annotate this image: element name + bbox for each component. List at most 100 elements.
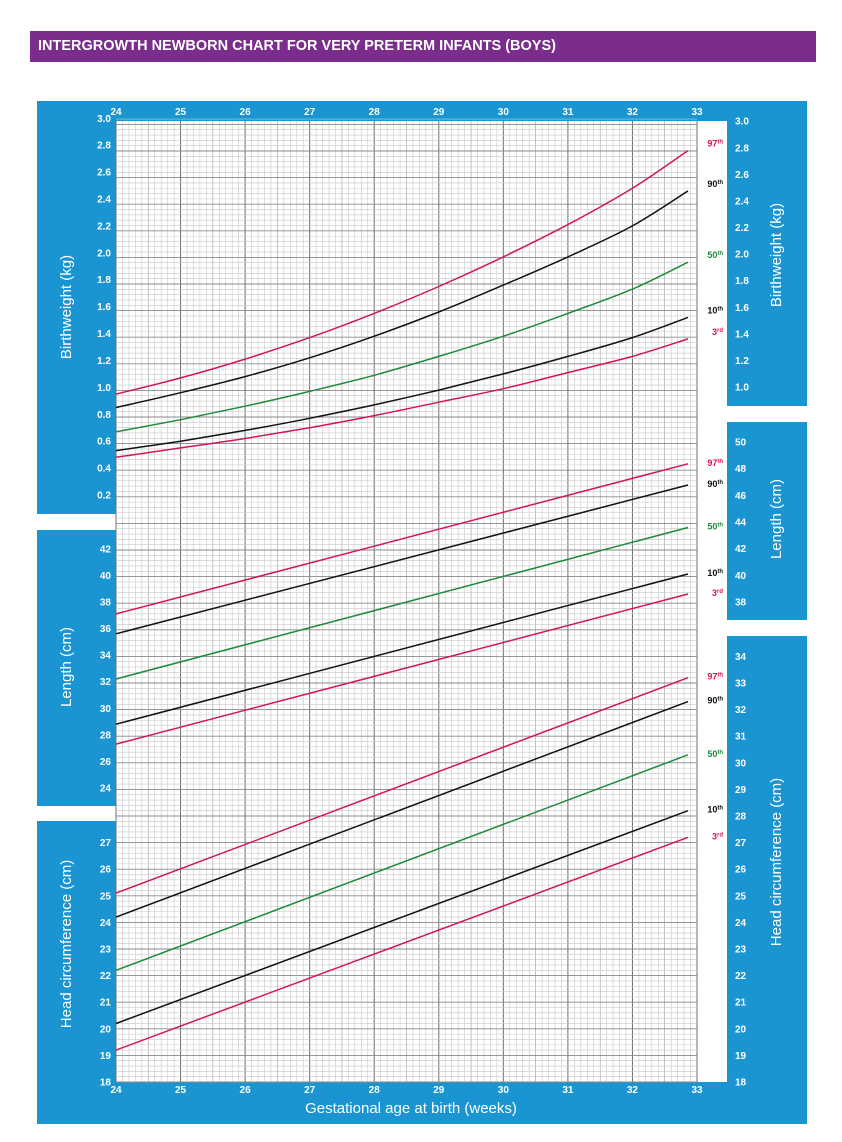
y-tick-label-left: 1.2: [97, 356, 111, 367]
y-tick-label-left: 21: [100, 998, 112, 1009]
y-tick-label-left: 0.6: [97, 437, 111, 448]
percentile-label-50th: 50th: [707, 749, 723, 759]
y-tick-label-right: 2.6: [735, 170, 749, 181]
y-tick-label-left: 2.6: [97, 168, 111, 179]
curve-birthweight-10th: [115, 316, 689, 452]
curve-head_circumference-97th: [115, 676, 689, 894]
y-tick-label-right: 32: [735, 705, 747, 716]
curve-head_circumference-10th: [115, 809, 689, 1025]
y-tick-label-left: 0.8: [97, 410, 111, 421]
y-tick-label-right: 27: [735, 838, 747, 849]
y-tick-label-left: 20: [100, 1024, 112, 1035]
percentile-label-50th: 50th: [707, 250, 723, 260]
percentile-label-97th: 97th: [707, 672, 723, 682]
tick-labels: 24 24 25 25 26 26 27 27 28 28 29 29 30 30 31 31 32 32 33 33…: [97, 107, 749, 1096]
x-tick-label-top: 29: [433, 107, 445, 118]
percentile-label-10th: 10th: [707, 805, 723, 815]
y-tick-label-left: 26: [100, 865, 112, 876]
y-tick-label-left: 0.4: [97, 464, 111, 475]
y-tick-label-right: 42: [735, 544, 747, 555]
left-gap-1: [37, 514, 117, 530]
y-axis-title-left: Head circumference (cm): [58, 860, 75, 1028]
y-tick-label-left: 18: [100, 1078, 112, 1089]
y-tick-label-right: 1.2: [735, 356, 749, 367]
percentile-label-97th: 97th: [707, 458, 723, 468]
x-tick-label-top: 32: [627, 107, 639, 118]
y-tick-label-right: 2.4: [735, 196, 749, 207]
x-tick-label-top: 31: [562, 107, 574, 118]
y-tick-label-right: 1.8: [735, 276, 749, 287]
percentile-label-10th: 10th: [707, 568, 723, 578]
y-tick-label-left: 24: [100, 784, 112, 795]
y-tick-label-left: 1.0: [97, 383, 111, 394]
y-axis-title-right: Birthweight (kg): [768, 203, 785, 307]
label-column: [697, 121, 727, 1082]
percentile-curves: [115, 149, 689, 1051]
y-tick-label-right: 23: [735, 945, 747, 956]
y-tick-label-left: 1.6: [97, 302, 111, 313]
y-tick-label-right: 1.4: [735, 329, 749, 340]
y-tick-label-right: 1.6: [735, 303, 749, 314]
percentile-label-90th: 90th: [707, 696, 723, 706]
y-tick-label-left: 32: [100, 677, 112, 688]
y-tick-label-right: 44: [735, 518, 747, 529]
curve-length-10th: [115, 573, 689, 725]
y-tick-label-left: 30: [100, 704, 112, 715]
chart-title: INTERGROWTH NEWBORN CHART FOR VERY PRETE…: [30, 31, 816, 62]
x-tick-label-bottom: 32: [627, 1085, 639, 1096]
y-tick-label-left: 1.4: [97, 329, 111, 340]
y-tick-label-right: 28: [735, 812, 747, 823]
y-tick-label-right: 20: [735, 1024, 747, 1035]
x-tick-label-top: 28: [369, 107, 381, 118]
axis-titles: Gestational age at birth (weeks) Birthwei…: [58, 203, 785, 1117]
x-tick-label-bottom: 31: [562, 1085, 574, 1096]
y-tick-label-right: 33: [735, 679, 747, 690]
y-tick-label-right: 29: [735, 785, 747, 796]
y-tick-label-left: 34: [100, 651, 112, 662]
y-tick-label-right: 22: [735, 971, 747, 982]
x-tick-label-bottom: 25: [175, 1085, 187, 1096]
percentile-label-97th: 97th: [707, 139, 723, 149]
x-tick-label-bottom: 28: [369, 1085, 381, 1096]
y-tick-label-left: 36: [100, 624, 112, 635]
y-tick-label-left: 22: [100, 971, 112, 982]
y-tick-label-right: 2.0: [735, 250, 749, 261]
y-tick-label-left: 23: [100, 945, 112, 956]
y-tick-label-left: 26: [100, 757, 112, 768]
left-gap-2: [37, 806, 117, 821]
y-tick-label-left: 19: [100, 1051, 112, 1062]
y-tick-label-left: 2.2: [97, 221, 111, 232]
x-tick-label-bottom: 29: [433, 1085, 445, 1096]
y-tick-label-right: 50: [735, 438, 747, 449]
y-axis-title-left: Birthweight (kg): [58, 255, 75, 359]
x-tick-label-top: 26: [240, 107, 252, 118]
curve-birthweight-3rd: [115, 338, 689, 459]
y-axis-title-left: Length (cm): [58, 627, 75, 707]
grid: [115, 118, 698, 1083]
right-gap-1: [727, 406, 807, 422]
x-tick-label-bottom: 24: [110, 1085, 122, 1096]
y-axis-title-right: Length (cm): [768, 479, 785, 559]
y-tick-label-right: 24: [735, 918, 747, 929]
y-tick-label-right: 26: [735, 865, 747, 876]
curve-head_circumference-3rd: [115, 836, 689, 1051]
y-tick-label-left: 27: [100, 838, 112, 849]
y-tick-label-left: 2.0: [97, 248, 111, 259]
y-tick-label-left: 40: [100, 571, 112, 582]
x-tick-label-top: 25: [175, 107, 187, 118]
y-tick-label-left: 28: [100, 730, 112, 741]
percentile-labels: 97th 90th 50th 10th 3rd 97th 90th 50th 10th 3rd 97…: [707, 139, 723, 842]
y-tick-label-right: 48: [735, 464, 747, 475]
curve-length-97th: [115, 463, 689, 615]
y-tick-label-right: 31: [735, 732, 747, 743]
y-tick-label-left: 1.8: [97, 275, 111, 286]
x-tick-label-bottom: 30: [498, 1085, 510, 1096]
y-tick-label-right: 19: [735, 1051, 747, 1062]
x-tick-label-top: 30: [498, 107, 510, 118]
x-tick-label-top: 33: [691, 107, 703, 118]
y-tick-label-left: 3.0: [97, 114, 111, 125]
y-tick-label-right: 25: [735, 891, 747, 902]
curve-head_circumference-50th: [115, 754, 689, 972]
curve-length-90th: [115, 484, 689, 635]
